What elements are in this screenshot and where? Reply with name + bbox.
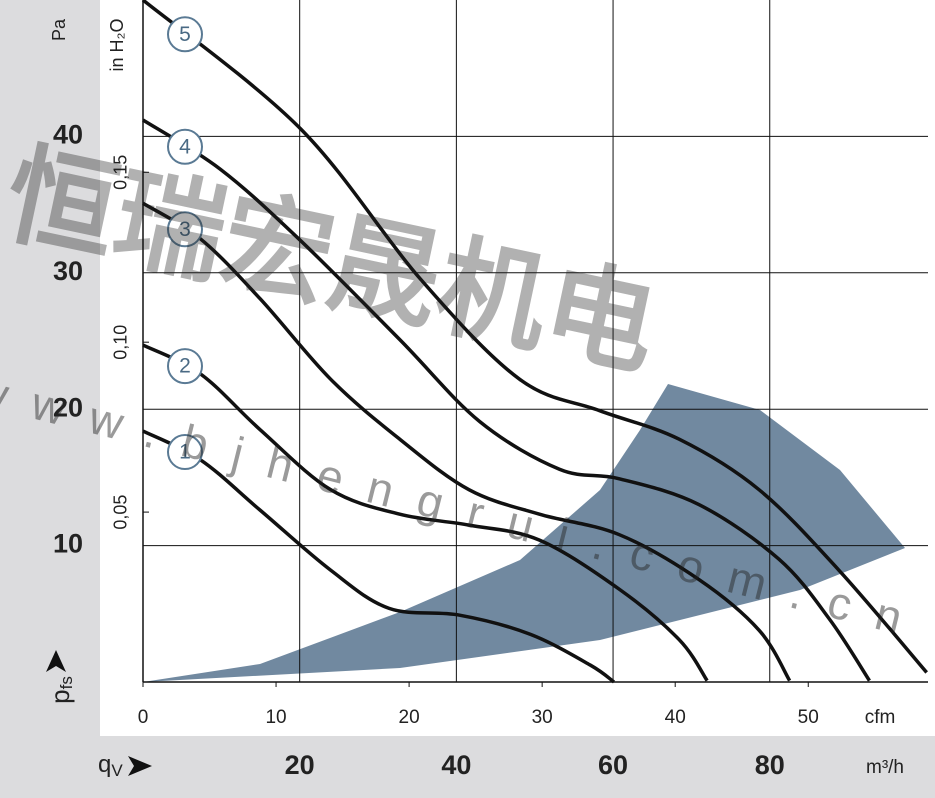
curve-badge xyxy=(167,128,203,165)
legend-label: 3 xyxy=(179,218,191,241)
marks: 1 2 3 4 5 xyxy=(141,0,928,684)
subscript: V xyxy=(111,761,123,780)
y-tick-label: 10 xyxy=(53,529,83,559)
y-arrow xyxy=(46,650,66,672)
y-tick-label: 40 xyxy=(53,120,83,150)
curve xyxy=(142,201,792,682)
y2-tick-label: 0,05 xyxy=(111,495,131,530)
y2-tick-label: 0,15 xyxy=(111,155,131,190)
legend-label: 2 xyxy=(179,355,191,378)
x-arrow xyxy=(128,756,152,776)
curve-badge xyxy=(167,434,203,471)
x-unit: cfm xyxy=(865,707,896,728)
symbol: q xyxy=(98,751,111,778)
x-tick-label: 0 xyxy=(138,707,149,728)
subscript: fs xyxy=(57,676,76,689)
y-unit: Pa xyxy=(49,18,69,41)
legend-label: 5 xyxy=(179,23,191,46)
y-tick-label: 30 xyxy=(53,256,83,286)
y2-unit: in H₂O xyxy=(107,19,127,72)
legend-label: 4 xyxy=(179,135,191,158)
x-quantity: qV xyxy=(98,751,123,780)
grid xyxy=(143,0,928,682)
curve xyxy=(142,429,616,684)
y2-tick-label: 0,10 xyxy=(111,325,131,360)
curve-badge xyxy=(167,16,203,53)
x2-tick-label: 60 xyxy=(598,750,628,780)
y-quantity: pfs xyxy=(45,676,77,704)
legend-label: 1 xyxy=(179,441,191,464)
curve xyxy=(142,343,709,682)
y-tick-label: 20 xyxy=(53,392,83,422)
curve xyxy=(142,118,871,682)
curve xyxy=(141,0,928,674)
x-tick-label: 30 xyxy=(532,707,553,728)
x-tick-label: 40 xyxy=(665,707,686,728)
left-band xyxy=(0,0,100,736)
x-tick-label: 10 xyxy=(265,707,286,728)
x-tick-label: 20 xyxy=(399,707,420,728)
bottom-band xyxy=(0,736,935,798)
curve-badge xyxy=(167,348,203,385)
x2-tick-label: 40 xyxy=(441,750,471,780)
curve-badge xyxy=(167,211,203,248)
watermark: 恒瑞宏晟机电 xyxy=(0,132,667,390)
symbol: p xyxy=(45,689,75,703)
x2-tick-label: 80 xyxy=(755,750,785,780)
x2-tick-label: 20 xyxy=(285,750,315,780)
x-tick-label: 50 xyxy=(798,707,819,728)
x2-unit: m³/h xyxy=(866,757,904,778)
